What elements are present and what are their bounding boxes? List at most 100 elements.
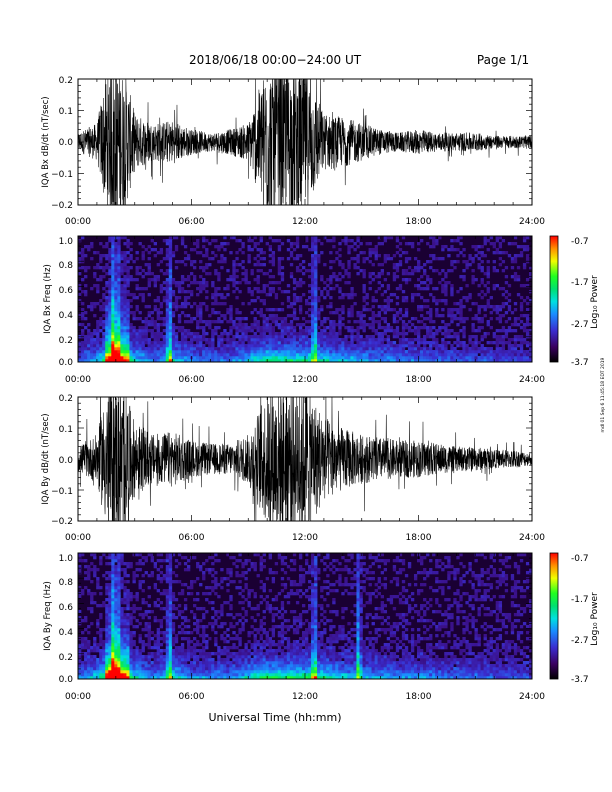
spectrogram-cell bbox=[528, 266, 533, 270]
spectrogram-cell bbox=[416, 269, 421, 273]
spectrogram-cell bbox=[111, 586, 115, 590]
spectrogram-cell bbox=[114, 658, 118, 662]
spectrogram-cell bbox=[111, 676, 115, 680]
spectrogram-cell bbox=[516, 338, 521, 342]
spectrogram-cell bbox=[114, 245, 118, 249]
spectrogram-cell bbox=[220, 667, 224, 671]
spectrogram-cell bbox=[438, 299, 442, 303]
spectrogram-cell bbox=[429, 245, 433, 249]
side-annotation: mdl 01 Sep 6 11:45:18 EDT 2019 bbox=[600, 357, 606, 432]
spectrogram-cell bbox=[108, 350, 112, 354]
spectrogram-cell bbox=[280, 317, 285, 321]
spectrogram-cell bbox=[323, 338, 327, 342]
spectrogram-cell bbox=[117, 281, 121, 285]
by-ytick-label: 0.2 bbox=[59, 394, 73, 404]
spectrogram-cell bbox=[177, 281, 182, 285]
spectrogram-cell bbox=[507, 317, 512, 321]
spectrogram-cell bbox=[220, 242, 224, 246]
spectrogram-cell bbox=[196, 359, 200, 363]
spectrogram-cell bbox=[96, 604, 100, 608]
spectrogram-cell bbox=[383, 308, 388, 312]
spectrogram-cell bbox=[383, 356, 388, 360]
spectrogram-cell bbox=[162, 661, 167, 665]
spectrogram-cell bbox=[392, 272, 397, 276]
spectrogram-cell bbox=[365, 302, 369, 306]
spectrogram-cell bbox=[450, 359, 454, 363]
spectrogram-cell bbox=[105, 347, 109, 351]
spectrogram-cell bbox=[105, 308, 109, 312]
spectrogram-cell bbox=[353, 338, 357, 342]
spectrogram-cell bbox=[123, 640, 127, 644]
spectrogram-cell bbox=[189, 272, 194, 276]
spectrogram-cell bbox=[183, 344, 188, 348]
spectrogram-cell bbox=[159, 580, 164, 584]
spectrogram-cell bbox=[241, 676, 245, 680]
spectrogram-cell bbox=[253, 263, 257, 267]
spectrogram-cell bbox=[114, 326, 118, 330]
spectrogram-cell bbox=[117, 326, 121, 330]
spectrogram-cell bbox=[344, 347, 348, 351]
spectrogram-cell bbox=[105, 655, 109, 659]
spectrogram-cell bbox=[401, 278, 406, 282]
spectrogram-cell bbox=[93, 344, 97, 348]
spectrogram-cell bbox=[305, 344, 309, 348]
spectrogram-cell bbox=[320, 251, 324, 255]
spectrogram-cell bbox=[232, 269, 236, 273]
spectrogram-cell bbox=[238, 323, 242, 327]
spectrogram-cell bbox=[220, 257, 224, 261]
spectrogram-cell bbox=[262, 356, 266, 360]
spectrogram-cell bbox=[196, 341, 200, 345]
spectrogram-cell bbox=[156, 658, 161, 662]
spectrogram-cell bbox=[308, 308, 312, 312]
spectrogram-cell bbox=[347, 353, 351, 357]
spectrogram-cell bbox=[374, 353, 378, 357]
spectrogram-cell bbox=[171, 356, 176, 360]
spectrogram-cell bbox=[483, 314, 487, 318]
spectrogram-cell bbox=[486, 299, 490, 303]
spectrogram-cell bbox=[483, 353, 487, 357]
spectrogram-cell bbox=[102, 296, 106, 300]
spectrogram-cell bbox=[359, 359, 363, 363]
spectrogram-cell bbox=[78, 359, 82, 363]
spectrogram-cell bbox=[111, 293, 115, 297]
spectrogram-cell bbox=[223, 664, 227, 668]
spectrogram-cell bbox=[359, 269, 363, 273]
spectrogram-cell bbox=[150, 574, 154, 578]
spectrogram-cell bbox=[329, 320, 333, 324]
spectrogram-cell bbox=[186, 670, 191, 674]
spectrogram-cell bbox=[277, 239, 282, 243]
spectrogram-cell bbox=[174, 655, 179, 659]
spectrogram-cell bbox=[193, 646, 197, 650]
spectrogram-cell bbox=[186, 637, 191, 641]
spectrogram-cell bbox=[383, 350, 388, 354]
spectrogram-cell bbox=[444, 293, 448, 297]
spectrogram-cell bbox=[380, 344, 384, 348]
spectrogram-cell bbox=[326, 305, 330, 309]
spectrogram-cell bbox=[320, 275, 324, 279]
spectrogram-cell bbox=[223, 658, 227, 662]
spectrogram-cell bbox=[159, 559, 164, 563]
spectrogram-cell bbox=[120, 347, 124, 351]
spectrogram-cell bbox=[344, 359, 348, 363]
spectrogram-cell bbox=[199, 643, 203, 647]
spectrogram-cell bbox=[126, 356, 130, 360]
spectrogram-cell bbox=[108, 239, 112, 243]
spectrogram-cell bbox=[168, 269, 173, 273]
spectrogram-cell bbox=[326, 347, 330, 351]
spectrogram-cell bbox=[217, 248, 221, 252]
spectrogram-cell bbox=[114, 664, 118, 668]
spectrogram-cell bbox=[326, 239, 330, 243]
spectrogram-cell bbox=[365, 257, 369, 261]
spectrogram-cell bbox=[165, 242, 170, 246]
spectrogram-cell bbox=[423, 338, 427, 342]
spectrogram-cell bbox=[513, 272, 518, 276]
spectrogram-cell bbox=[165, 290, 170, 294]
spectrogram-cell bbox=[196, 562, 200, 566]
spectrogram-cell bbox=[159, 332, 164, 336]
spectrogram-cell bbox=[105, 299, 109, 303]
spectrogram-cell bbox=[474, 248, 478, 252]
spectrogram-cell bbox=[459, 305, 463, 309]
spectrogram-cell bbox=[186, 335, 191, 339]
spectrogram-cell bbox=[105, 631, 109, 635]
spectrogram-cell bbox=[117, 661, 121, 665]
